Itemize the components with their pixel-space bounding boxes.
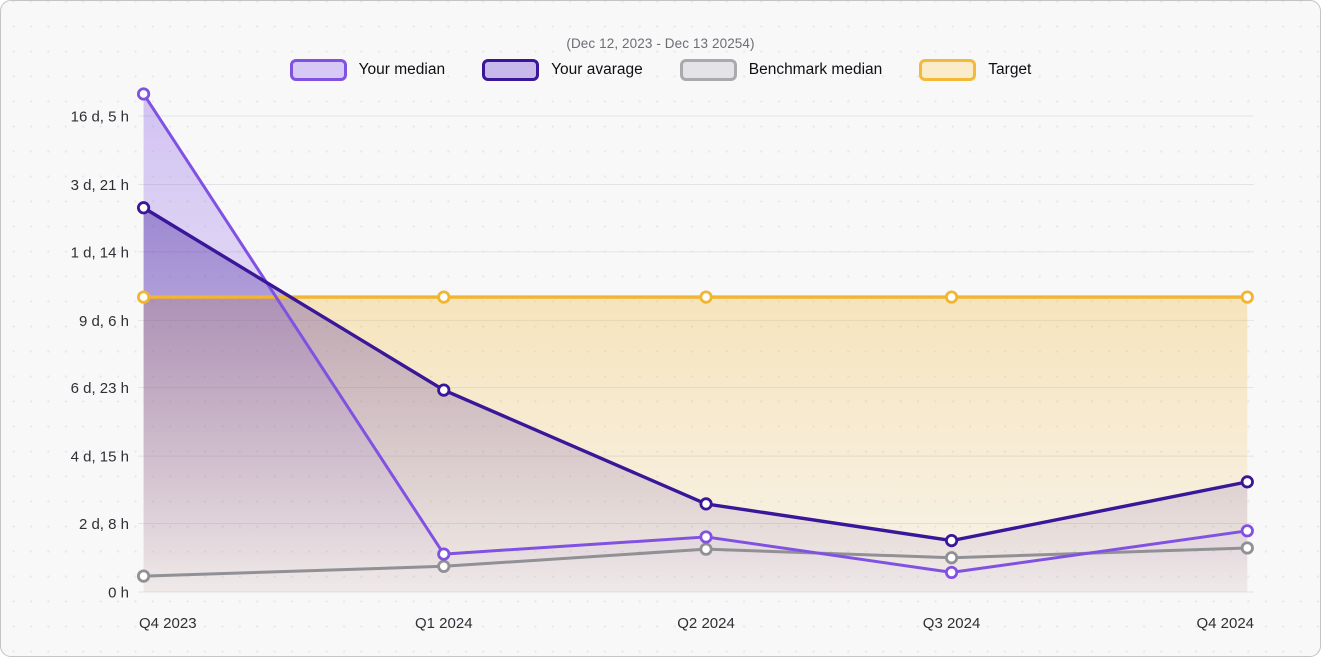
y-axis-tick-label: 2 d, 8 h — [79, 516, 129, 533]
data-point-benchmark-median-q3-2024[interactable] — [944, 551, 959, 565]
data-point-your-median-q4-2024[interactable] — [1240, 524, 1254, 538]
data-point-your-avarage-q2-2024[interactable] — [699, 497, 713, 511]
x-axis-tick-label: Q1 2024 — [415, 615, 473, 632]
y-axis-tick-label: 0 h — [108, 585, 129, 602]
legend-swatch-benchmark-median — [679, 59, 737, 81]
data-point-benchmark-median-q4-2023[interactable] — [136, 569, 151, 583]
data-point-target-q3-2024[interactable] — [944, 290, 959, 304]
area-your-avarage — [143, 207, 1248, 592]
y-axis-tick-label: 3 d, 21 h — [71, 177, 129, 194]
legend-swatch-target — [919, 59, 977, 81]
legend-item-target[interactable]: Target — [919, 59, 1031, 81]
y-axis-tick-label: 9 d, 6 h — [79, 313, 129, 330]
x-axis-tick-label: Q3 2024 — [923, 615, 981, 632]
data-point-target-q1-2024[interactable] — [437, 290, 451, 304]
legend-label: Your avarage — [551, 61, 643, 78]
legend-item-your-median[interactable]: Your median — [289, 59, 446, 81]
y-axis-tick-label: 4 d, 15 h — [71, 449, 129, 466]
data-point-your-avarage-q3-2024[interactable] — [944, 534, 959, 548]
legend-label: Target — [988, 61, 1032, 78]
legend: Your median Your avarage Benchmark median T… — [1, 59, 1320, 81]
y-axis-tick-label: 16 d, 5 h — [71, 108, 129, 125]
data-point-your-median-q2-2024[interactable] — [699, 530, 713, 544]
x-axis-tick-label: Q4 2024 — [1196, 615, 1254, 632]
data-point-your-avarage-q1-2024[interactable] — [437, 383, 451, 397]
data-point-your-avarage-q4-2024[interactable] — [1240, 475, 1254, 489]
legend-item-benchmark-median[interactable]: Benchmark median — [679, 59, 883, 81]
data-point-your-median-q3-2024[interactable] — [944, 565, 959, 580]
y-axis-tick-label: 6 d, 23 h — [71, 380, 129, 397]
legend-label: Your median — [358, 61, 446, 78]
data-point-target-q4-2024[interactable] — [1240, 290, 1254, 304]
data-point-benchmark-median-q4-2024[interactable] — [1240, 541, 1254, 555]
y-axis-tick-label: 1 d, 14 h — [71, 244, 129, 261]
legend-label: Benchmark median — [748, 61, 883, 78]
data-point-benchmark-median-q2-2024[interactable] — [699, 542, 713, 556]
data-point-target-q2-2024[interactable] — [699, 290, 713, 304]
legend-swatch-your-median — [289, 59, 347, 81]
data-point-your-median-q4-2023[interactable] — [136, 87, 151, 101]
data-point-benchmark-median-q1-2024[interactable] — [437, 559, 451, 573]
chart-title: (Dec 12, 2023 - Dec 13 20254) — [566, 36, 755, 51]
data-point-target-q4-2023[interactable] — [136, 290, 151, 304]
legend-swatch-your-avarage — [482, 59, 540, 81]
data-point-your-avarage-q4-2023[interactable] — [136, 201, 151, 215]
data-point-your-median-q1-2024[interactable] — [437, 547, 451, 561]
x-axis-tick-label: Q2 2024 — [677, 615, 735, 632]
x-axis-tick-label: Q4 2023 — [139, 615, 197, 632]
legend-item-your-avarage[interactable]: Your avarage — [482, 59, 643, 81]
